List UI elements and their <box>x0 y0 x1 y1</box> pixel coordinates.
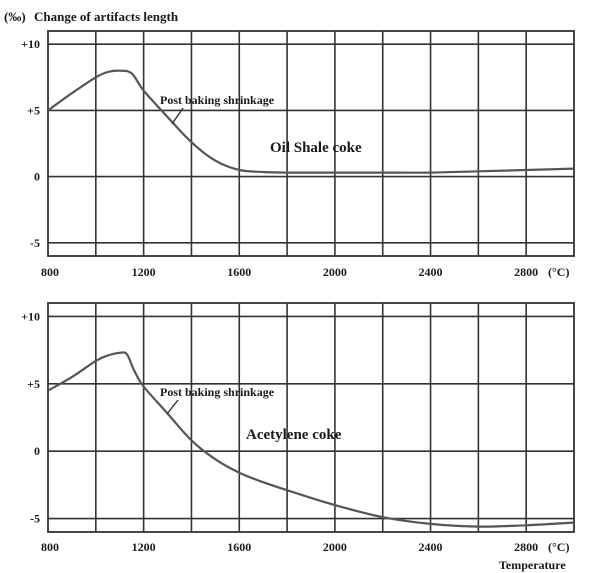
x-tick-label: 2400 <box>419 265 443 279</box>
x-tick-label: 1200 <box>132 265 156 279</box>
y-tick-label: -5 <box>30 236 40 250</box>
x-tick-label: 1200 <box>132 540 156 554</box>
x-tick-label: 800 <box>41 540 59 554</box>
x-tick-label: 2800 <box>514 265 538 279</box>
annotation-post-baking-shrinkage: Post baking shrinkage <box>160 385 275 399</box>
annotation-leader-line <box>166 399 179 415</box>
x-tick-label: 2400 <box>419 540 443 554</box>
x-tick-label: 2800 <box>514 540 538 554</box>
panel-acetylene-coke: +10 +5 0 -5 800 1200 1600 2000 2400 2800 Post ba… <box>21 302 575 572</box>
x-tick-label: 1600 <box>227 540 251 554</box>
y-tick-label: 0 <box>34 170 40 184</box>
x-unit-label: (°C) <box>548 265 569 279</box>
y-tick-label: +10 <box>21 37 40 51</box>
series-label-acetylene-coke: Acetylene coke <box>246 427 342 443</box>
y-tick-label: +5 <box>27 103 40 117</box>
plot-frame <box>47 30 575 257</box>
y-tick-label: 0 <box>34 444 40 458</box>
x-axis-title: Temperature <box>499 558 566 572</box>
series-label-oil-shale-coke: Oil Shale coke <box>270 140 362 156</box>
x-tick-label: 800 <box>41 265 59 279</box>
series-line <box>47 351 575 528</box>
y-tick-label: +10 <box>21 309 40 323</box>
series-line <box>47 69 575 174</box>
y-tick-label: +5 <box>27 377 40 391</box>
annotation-post-baking-shrinkage: Post baking shrinkage <box>160 93 275 107</box>
plot-frame <box>47 302 575 533</box>
x-tick-label: 2000 <box>323 265 347 279</box>
panel-oil-shale-coke: +10 +5 0 -5 800 1200 1600 2000 2400 2800 Post ba… <box>21 30 575 279</box>
annotation-leader-line <box>171 107 184 125</box>
x-tick-label: 2000 <box>323 540 347 554</box>
y-unit-label: (‰) <box>4 9 26 24</box>
chart-heading: Change of artifacts length <box>34 9 179 24</box>
x-unit-label: (°C) <box>548 540 569 554</box>
y-tick-label: -5 <box>30 512 40 526</box>
x-tick-label: 1600 <box>227 265 251 279</box>
